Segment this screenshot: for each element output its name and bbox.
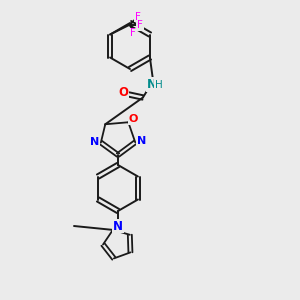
Text: N: N <box>113 220 123 232</box>
Text: N: N <box>136 136 146 146</box>
Text: N: N <box>90 136 100 147</box>
Text: F: F <box>135 11 141 22</box>
Text: F: F <box>130 28 136 38</box>
Text: O: O <box>118 86 128 99</box>
Text: H: H <box>155 80 163 89</box>
Text: F: F <box>137 20 143 31</box>
Text: O: O <box>129 114 138 124</box>
Text: N: N <box>147 78 157 91</box>
